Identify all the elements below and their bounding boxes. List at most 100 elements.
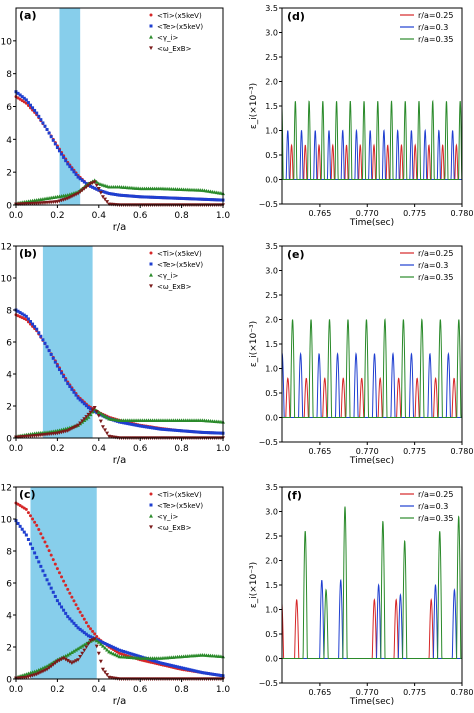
y-tick-label: 0.0 [265, 414, 278, 423]
data-point [115, 653, 120, 658]
data-point [105, 200, 110, 204]
y-tick-label: 3.5 [265, 242, 278, 251]
y-tick-label: 3.0 [265, 29, 278, 38]
data-point [184, 197, 188, 201]
data-point [93, 409, 97, 413]
data-point [115, 193, 119, 197]
data-point [76, 423, 81, 428]
data-point [178, 665, 182, 669]
data-point [26, 511, 30, 515]
data-point [20, 95, 24, 99]
data-point [107, 643, 111, 647]
data-point [124, 421, 128, 425]
data-point [196, 670, 200, 674]
data-point [163, 662, 167, 666]
y-tick-label: 2.5 [265, 53, 278, 62]
y-axis-label: ε_i(×10⁻³) [249, 562, 259, 608]
data-point [53, 142, 57, 146]
data-point [134, 423, 138, 427]
data-point [72, 621, 76, 625]
y-tick-label: 3.0 [265, 267, 278, 276]
data-point [89, 184, 93, 188]
data-point [84, 404, 88, 408]
x-tick-label: 0.8 [174, 211, 189, 221]
x-tick-label: 0.775 [403, 209, 426, 218]
legend-marker [149, 525, 153, 529]
data-point [24, 533, 28, 537]
data-point [144, 195, 148, 199]
data-point [74, 393, 78, 397]
data-point [180, 196, 184, 200]
data-point [120, 649, 124, 653]
data-point [69, 194, 74, 199]
data-point [122, 649, 126, 653]
y-tick-label: 2.0 [265, 78, 278, 87]
data-point [109, 192, 113, 196]
x-tick-label: 0.765 [308, 209, 331, 218]
profile-panel-c: 0.0 0.2 0.4 0.6 0.8 1.0 0 2 4 6 8 10 12 r/a (c) <Ti>(x5… [1, 484, 231, 708]
data-point [94, 638, 99, 643]
data-point [207, 431, 211, 435]
data-point [132, 653, 136, 657]
data-point [67, 651, 72, 656]
data-point [82, 417, 87, 421]
data-point [96, 640, 101, 644]
data-point [169, 428, 173, 432]
data-point [45, 544, 49, 548]
data-point [76, 191, 81, 196]
data-point [69, 661, 74, 665]
data-point [171, 664, 175, 668]
data-point [149, 426, 153, 430]
data-point [34, 672, 39, 677]
data-point [111, 192, 115, 196]
x-tick-label: 0.4 [92, 685, 107, 695]
data-point [65, 429, 70, 433]
data-point [31, 322, 35, 326]
shaded-region [30, 487, 97, 679]
data-point [173, 664, 177, 668]
data-point [211, 431, 215, 435]
data-point [142, 425, 146, 429]
series-1 [14, 308, 225, 435]
data-point [103, 670, 108, 675]
x-tick-label: 0.775 [403, 447, 426, 456]
data-point [202, 197, 206, 201]
data-point [184, 429, 188, 433]
data-point [65, 653, 70, 657]
shaded-region [42, 246, 93, 438]
legend-label: r/a=0.3 [418, 23, 448, 32]
x-axis-label: r/a [113, 222, 127, 233]
data-point [217, 198, 221, 202]
data-point [39, 334, 43, 338]
data-point [47, 582, 51, 586]
y-tick-label: 0 [6, 202, 12, 212]
data-point [41, 569, 45, 573]
data-point [68, 165, 72, 169]
legend-label: r/a=0.25 [418, 11, 453, 20]
data-point [55, 146, 59, 150]
data-point [43, 573, 47, 577]
data-point [55, 659, 60, 664]
series-line-2 [282, 506, 462, 659]
data-point [80, 614, 84, 618]
y-tick-label: 3.5 [265, 4, 278, 13]
y-tick-label: 10 [1, 516, 13, 526]
y-tick-label: 4 [6, 612, 12, 622]
data-point [57, 658, 62, 663]
panel-label: (e) [287, 248, 305, 261]
y-tick-label: 6 [6, 580, 12, 590]
data-point [188, 668, 192, 672]
data-point [78, 655, 83, 659]
y-tick-label: 8 [6, 307, 12, 317]
data-point [55, 567, 59, 571]
data-point [96, 651, 101, 656]
y-tick-label: 2.0 [265, 316, 278, 325]
data-point [33, 325, 37, 329]
legend-label: r/a=0.3 [418, 502, 448, 511]
data-point [62, 155, 66, 159]
data-point [16, 309, 20, 313]
data-point [91, 636, 95, 640]
y-tick-label: 2.0 [265, 557, 278, 566]
x-tick-label: 0.6 [133, 444, 148, 454]
data-point [140, 195, 144, 199]
